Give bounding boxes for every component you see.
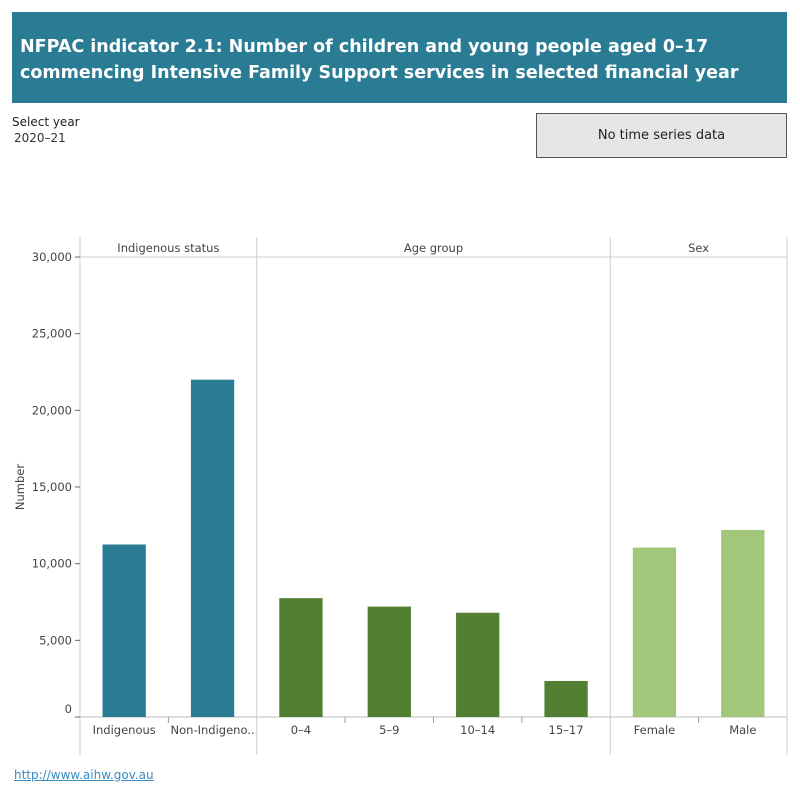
- y-tick-label: 5,000: [39, 633, 72, 647]
- time-series-button-label: No time series data: [597, 128, 726, 143]
- panel-header: Indigenous status: [117, 241, 219, 255]
- bar: [721, 529, 765, 717]
- aihw-link[interactable]: http://www.aihw.gov.au: [14, 768, 154, 782]
- y-tick-label: 20,000: [32, 403, 72, 417]
- bar: [367, 606, 411, 717]
- x-tick-label: 10–14: [460, 723, 495, 737]
- y-tick-label: 30,000: [32, 250, 72, 264]
- bar: [544, 680, 588, 717]
- bar: [279, 598, 323, 717]
- bar: [632, 547, 677, 717]
- y-tick-label: 15,000: [32, 480, 72, 494]
- select-year-label: Select year: [12, 115, 80, 129]
- panel-header: Age group: [404, 241, 463, 255]
- x-tick-label: Indigenous: [93, 723, 156, 737]
- bar: [456, 612, 500, 717]
- time-series-button[interactable]: No time series data: [536, 113, 787, 158]
- bar: [190, 379, 235, 717]
- y-axis-label: Number: [13, 464, 27, 510]
- bar-chart: 0 5,000 10,000 15,000 20,000 25,000 30,000 Numb…: [13, 237, 788, 755]
- select-year-dropdown[interactable]: 2020–21: [14, 131, 66, 145]
- x-tick-label: Non-Indigeno..: [171, 723, 255, 737]
- bar: [102, 544, 146, 717]
- x-tick-label: Female: [634, 723, 676, 737]
- y-tick-label: 0: [65, 702, 72, 716]
- x-tick-label: 5–9: [379, 723, 399, 737]
- panel-header: Sex: [688, 241, 709, 255]
- page-title: NFPAC indicator 2.1: Number of children …: [12, 12, 787, 103]
- x-tick-label: 15–17: [549, 723, 584, 737]
- x-tick-label: 0–4: [291, 723, 311, 737]
- y-tick-label: 25,000: [32, 327, 72, 341]
- x-tick-label: Male: [729, 723, 756, 737]
- y-tick-label: 10,000: [32, 557, 72, 571]
